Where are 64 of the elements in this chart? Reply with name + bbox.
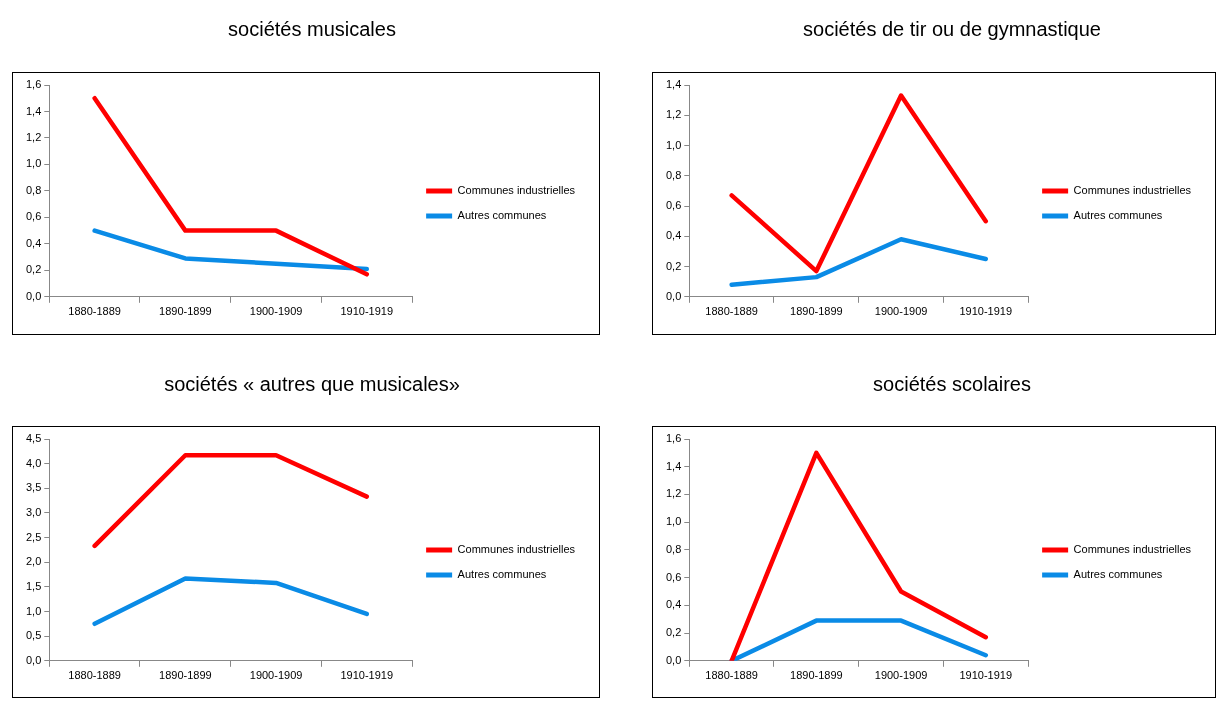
y-tick-label: 0,6 [25,210,42,223]
y-tick-label: 1,6 [25,78,42,91]
chart-title: sociétés scolaires [872,373,1032,396]
y-tick-label: 0,6 [665,199,682,212]
y-tick-label: 4,5 [25,432,42,445]
legend-label: Autres communes [457,568,547,581]
y-tick-label: 3,5 [25,481,42,494]
legend-label: Communes industrielles [457,543,576,556]
y-tick-label: 1,4 [25,104,42,117]
x-tick-label: 1910-1919 [959,305,1013,318]
y-tick-label: 0,2 [665,626,682,639]
y-tick-label: 0,0 [665,653,682,666]
x-tick-label: 1890-1899 [159,669,212,682]
y-tick-label: 1,4 [665,78,682,91]
y-tick-label: 0,4 [665,229,682,242]
legend-label: Communes industrielles [1073,543,1192,556]
y-tick-label: 1,2 [25,130,42,143]
x-tick-label: 1910-1919 [340,305,394,318]
x-tick-label: 1900-1909 [249,669,303,682]
y-tick-label: 1,0 [665,138,682,151]
chart-title: sociétés musicales [227,18,397,41]
y-tick-label: 1,6 [665,432,682,445]
y-tick-label: 0,2 [25,263,42,276]
y-tick-label: 1,0 [665,515,682,528]
x-tick-label: 1910-1919 [340,669,394,682]
y-tick-label: 2,0 [25,555,42,568]
y-tick-label: 1,2 [665,108,682,121]
x-tick-label: 1910-1919 [959,669,1013,682]
y-tick-label: 2,5 [25,530,42,543]
x-tick-label: 1890-1899 [790,669,843,682]
y-tick-label: 0,0 [25,653,42,666]
y-tick-label: 1,5 [25,579,42,592]
x-tick-label: 1890-1899 [790,305,843,318]
x-tick-label: 1880-1889 [705,305,758,318]
legend-label: Communes industrielles [457,184,576,197]
x-tick-label: 1900-1909 [249,305,303,318]
x-tick-label: 1880-1889 [68,669,121,682]
y-tick-label: 0,4 [25,236,42,249]
x-tick-label: 1880-1889 [68,305,121,318]
y-tick-label: 1,4 [665,459,682,472]
y-tick-label: 1,2 [665,487,682,500]
y-tick-label: 0,8 [665,168,682,181]
x-tick-label: 1880-1889 [705,669,758,682]
y-tick-label: 4,0 [25,456,42,469]
x-tick-label: 1890-1899 [159,305,212,318]
y-tick-label: 1,0 [25,157,42,170]
y-tick-label: 0,2 [665,259,682,272]
y-tick-label: 3,0 [25,505,42,518]
chart-title: sociétés « autres que musicales» [163,373,461,396]
legend-label: Autres communes [457,209,547,222]
y-tick-label: 0,6 [665,570,682,583]
y-tick-label: 0,0 [25,289,42,302]
y-tick-label: 0,4 [665,598,682,611]
y-tick-label: 0,0 [665,289,682,302]
legend-label: Autres communes [1073,209,1163,222]
y-tick-label: 0,5 [25,629,42,642]
y-tick-label: 1,0 [25,604,42,617]
chart-title: sociétés de tir ou de gymnastique [802,18,1102,41]
y-tick-label: 0,8 [25,183,42,196]
legend-label: Communes industrielles [1073,184,1192,197]
x-tick-label: 1900-1909 [874,305,928,318]
legend-label: Autres communes [1073,568,1163,581]
x-tick-label: 1900-1909 [874,669,928,682]
y-tick-label: 0,8 [665,542,682,555]
